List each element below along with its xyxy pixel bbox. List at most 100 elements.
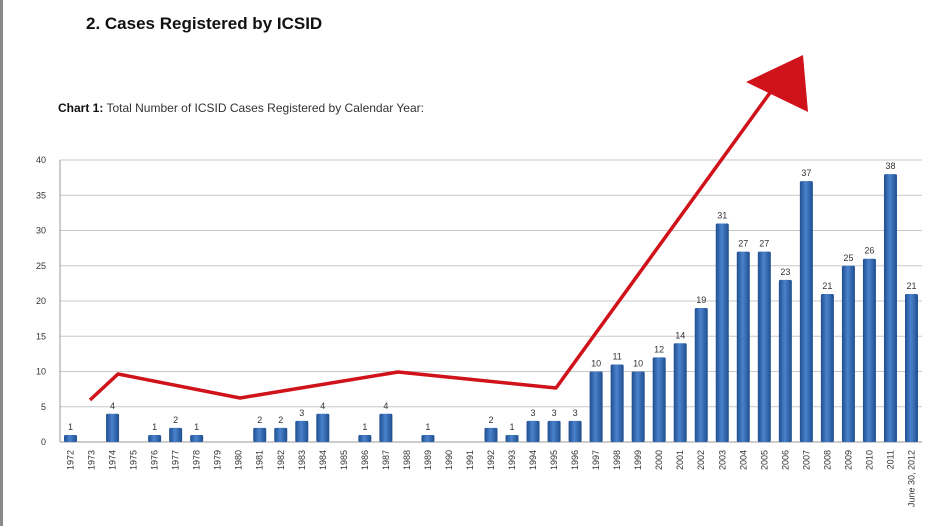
data-label: 10 (633, 359, 643, 369)
data-label: 10 (591, 359, 601, 369)
bar (757, 251, 771, 442)
bar (883, 174, 897, 442)
data-label: 3 (531, 408, 536, 418)
bar (148, 434, 162, 442)
x-tick-label: 2008 (822, 450, 832, 470)
data-label: 1 (425, 422, 430, 432)
x-tick-label: 2000 (654, 450, 664, 470)
data-label: 1 (510, 422, 515, 432)
data-label: 3 (552, 408, 557, 418)
x-tick-label: 2011 (885, 450, 895, 469)
x-tick-label: 1986 (360, 450, 370, 470)
y-tick-label: 10 (36, 367, 46, 377)
bar (274, 427, 288, 442)
x-tick-label: 2004 (738, 450, 748, 470)
section-heading: 2. Cases Registered by ICSID (86, 14, 323, 33)
data-label: 27 (759, 239, 769, 249)
x-tick-label: 2006 (780, 450, 790, 470)
data-label: 27 (738, 239, 748, 249)
data-label: 23 (780, 267, 790, 277)
bar (421, 434, 435, 442)
x-tick-label: 1974 (108, 450, 118, 470)
bar (841, 265, 855, 442)
data-label: 4 (110, 401, 115, 411)
data-label: 2 (488, 415, 493, 425)
y-tick-label: 30 (36, 226, 46, 236)
x-tick-label: 1973 (87, 450, 97, 470)
x-tick-label: 1972 (66, 450, 76, 470)
bar (169, 427, 183, 442)
x-tick-label: 1990 (444, 450, 454, 470)
bar (526, 420, 540, 442)
data-label: 3 (299, 408, 304, 418)
x-tick-label: 1977 (171, 450, 181, 470)
x-tick-label: 2007 (801, 450, 811, 470)
x-tick-label: 1992 (486, 450, 496, 470)
data-label: 37 (801, 168, 811, 178)
data-label: 25 (843, 253, 853, 263)
bar (862, 258, 876, 442)
x-tick-label: 1975 (129, 450, 139, 470)
bar (190, 434, 204, 442)
y-tick-label: 25 (36, 261, 46, 271)
x-tick-label: 1994 (528, 450, 538, 470)
bar (484, 427, 498, 442)
bar (589, 371, 603, 442)
bar (547, 420, 561, 442)
trend-arrow-head (746, 55, 808, 112)
y-tick-label: 5 (41, 402, 46, 412)
data-label: 2 (173, 415, 178, 425)
data-label: 38 (885, 161, 895, 171)
data-label: 26 (864, 246, 874, 256)
data-label: 19 (696, 295, 706, 305)
x-tick-label: 1978 (192, 450, 202, 470)
bar (715, 223, 729, 442)
bar (778, 279, 792, 442)
bar (673, 343, 687, 442)
data-label: 1 (194, 422, 199, 432)
bar (904, 293, 918, 442)
bar (694, 308, 708, 442)
y-tick-label: 40 (36, 155, 46, 165)
x-tick-label: 1984 (318, 450, 328, 470)
data-label: 4 (320, 401, 325, 411)
x-tick-label: 1997 (591, 450, 601, 470)
data-label: 1 (68, 422, 73, 432)
data-label: 11 (612, 351, 621, 361)
x-tick-label: 1980 (234, 450, 244, 470)
x-tick-label: 1988 (402, 450, 412, 470)
page-border (0, 0, 3, 526)
x-tick-label: 2010 (864, 450, 874, 470)
x-tick-label: 1987 (381, 450, 391, 470)
data-label: 4 (383, 401, 388, 411)
bar (316, 413, 330, 442)
data-label: 14 (675, 330, 685, 340)
bar (505, 434, 519, 442)
x-tick-label: 1993 (507, 450, 517, 470)
y-tick-label: 20 (36, 296, 46, 306)
x-tick-label: 2002 (696, 450, 706, 470)
data-label: 21 (906, 281, 916, 291)
y-tick-label: 15 (36, 331, 46, 341)
x-tick-label: 2001 (675, 450, 685, 470)
x-tick-label: 1999 (633, 450, 643, 470)
bar (799, 181, 813, 442)
x-tick-label: 1976 (150, 450, 160, 470)
trend-arrow-line (88, 88, 774, 402)
data-label: 12 (654, 344, 664, 354)
x-tick-label: 1979 (213, 450, 223, 470)
x-tick-label: June 30, 2012 (906, 450, 916, 507)
x-tick-label: 1995 (549, 450, 559, 470)
x-tick-label: 1981 (255, 450, 265, 470)
data-label: 21 (822, 281, 832, 291)
caption-text: Total Number of ICSID Cases Registered b… (103, 101, 424, 115)
x-tick-label: 1998 (612, 450, 622, 470)
data-label: 3 (573, 408, 578, 418)
caption-prefix: Chart 1: (58, 101, 104, 115)
y-tick-label: 35 (36, 190, 46, 200)
bar (358, 434, 372, 442)
y-tick-label: 0 (41, 437, 46, 447)
x-tick-label: 2005 (759, 450, 769, 470)
x-tick-label: 1982 (276, 450, 286, 470)
